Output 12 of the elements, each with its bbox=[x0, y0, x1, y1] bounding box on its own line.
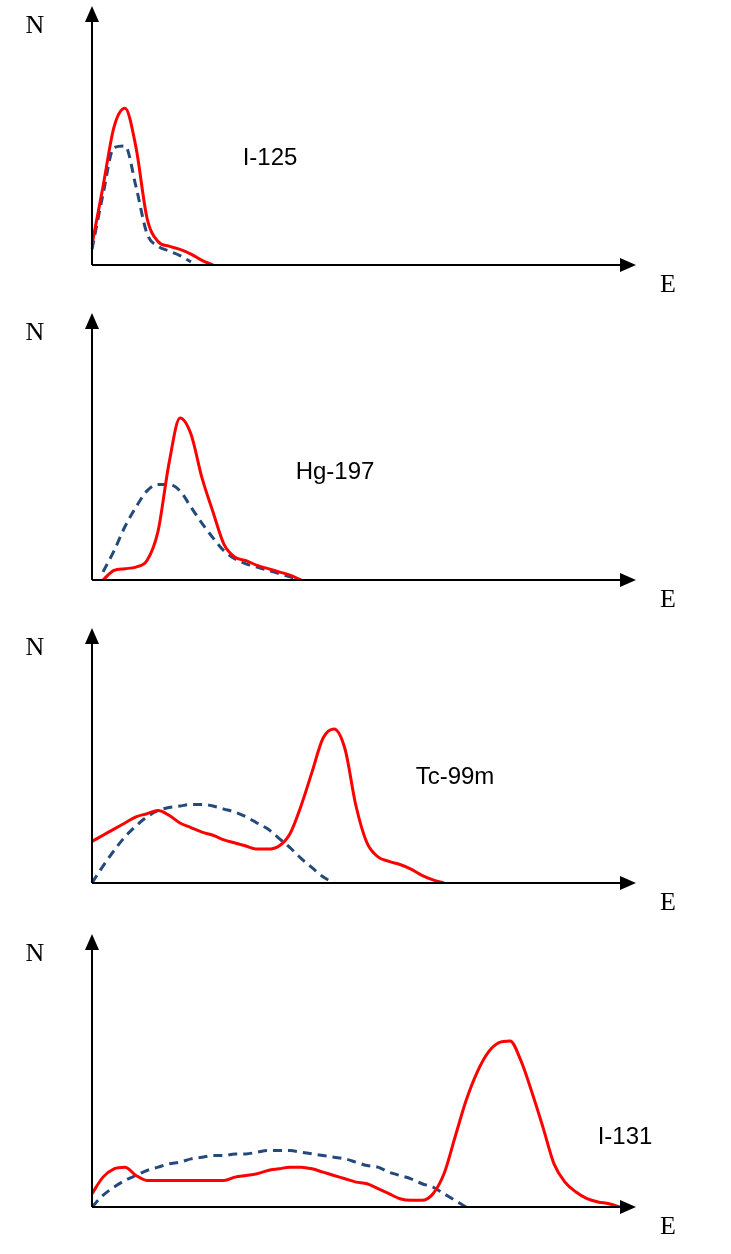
x-axis-title: E bbox=[660, 583, 676, 613]
y-axis-title: N bbox=[25, 9, 45, 39]
x-axis-title: E bbox=[660, 886, 676, 916]
x-axis-title: E bbox=[660, 1210, 676, 1240]
y-axis-title: N bbox=[25, 937, 45, 967]
y-axis-title: N bbox=[25, 631, 45, 661]
annotation: Hg-197 bbox=[295, 456, 375, 484]
annotation: I-131 bbox=[597, 1121, 653, 1149]
y-axis-title: N bbox=[25, 316, 45, 346]
annotation: Tc-99m bbox=[415, 761, 495, 789]
annotation: I-125 bbox=[242, 142, 298, 170]
x-axis-title: E bbox=[660, 268, 676, 298]
